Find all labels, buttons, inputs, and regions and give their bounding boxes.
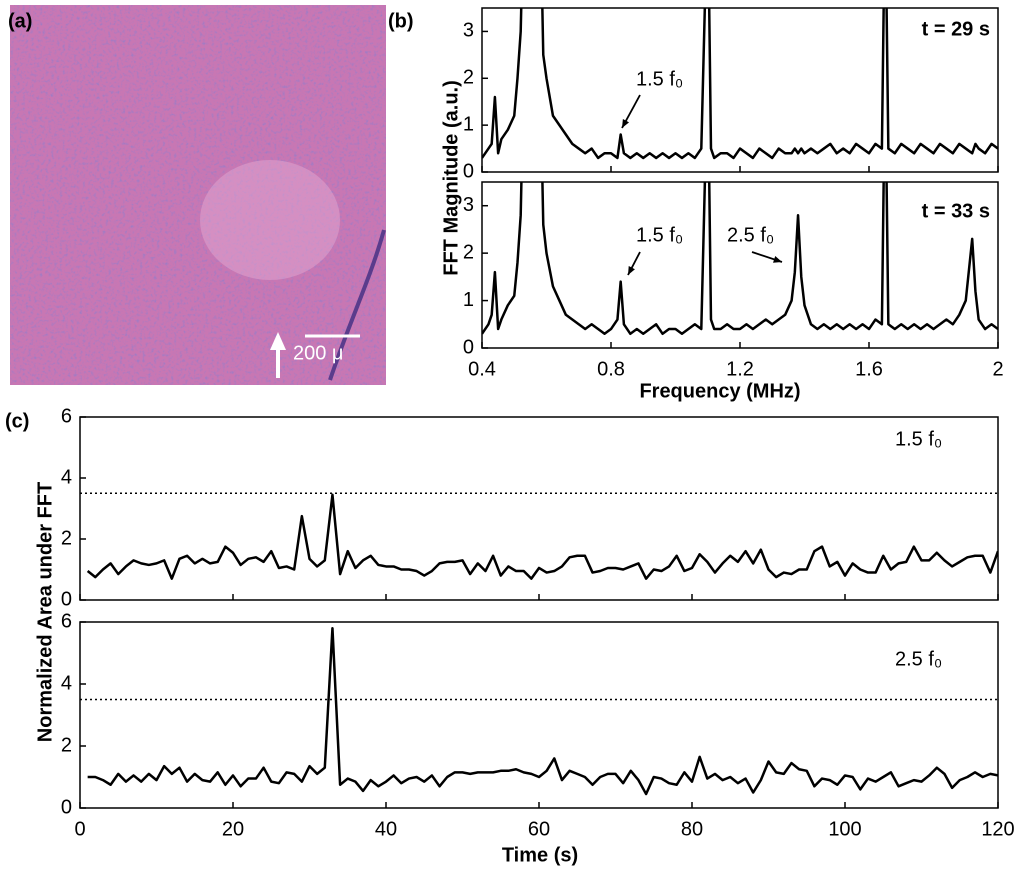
x-tick-label: 40: [375, 818, 397, 840]
x-axis-label: Frequency (MHz): [639, 380, 800, 402]
data-line: [482, 182, 998, 336]
y-tick-label: 2: [463, 67, 474, 89]
annotation: 1.5 f₀: [636, 68, 683, 90]
annotation: t = 33 s: [922, 200, 990, 222]
plot-frame: [79, 621, 999, 809]
panel-label: (b): [388, 10, 414, 32]
annotation: 2.5 f₀: [895, 648, 942, 670]
y-tick-label: 3: [463, 20, 474, 42]
arrow-head: [773, 256, 782, 263]
x-tick-label: 60: [528, 818, 550, 840]
x-axis-label: Time (s): [502, 844, 578, 866]
x-tick-label: 0: [74, 818, 85, 840]
x-tick-label: 80: [681, 818, 703, 840]
y-tick-label: 2: [61, 734, 72, 756]
chart-panel: 0 1 2 3 0.4 0.8 1.2 1.6 2 Frequency (MHz) t = 33 s…: [463, 181, 1004, 402]
arrow-head: [628, 266, 635, 275]
data-line: [86, 493, 998, 580]
y-tick-label: 6: [61, 405, 72, 427]
x-tick-label: 20: [222, 818, 244, 840]
y-tick-label: 1: [463, 113, 474, 135]
panel-label: (c): [5, 410, 29, 432]
arrow-head: [622, 119, 630, 128]
plot-frame: [79, 416, 999, 601]
y-tick-label: 4: [61, 466, 72, 488]
y-tick-label: 0: [463, 336, 474, 358]
vessel: [328, 229, 386, 381]
x-tick-label: 120: [981, 818, 1014, 840]
annotation: 1.5 f₀: [636, 224, 683, 246]
y-tick-label: 1: [463, 289, 474, 311]
arrow-head: [270, 332, 286, 350]
scale-bar-label: 200 μ: [293, 342, 343, 364]
y-tick-label: 0: [463, 160, 474, 182]
y-tick-label: 4: [61, 672, 72, 694]
y-axis-label: FFT Magnitude (a.u.): [440, 80, 462, 276]
pale-region: [200, 160, 340, 280]
annotation: t = 29 s: [922, 18, 990, 40]
plot-frame: [481, 7, 999, 173]
y-tick-label: 2: [61, 527, 72, 549]
data-line: [482, 8, 998, 160]
data-line: [87, 626, 998, 796]
panel-label: (a): [8, 10, 32, 32]
y-tick-label: 0: [61, 588, 72, 610]
x-tick-label: 2: [992, 358, 1003, 380]
plot-frame: [481, 181, 999, 349]
x-tick-label: 1.6: [855, 358, 883, 380]
y-tick-label: 0: [61, 796, 72, 818]
annotation: 1.5 f₀: [895, 428, 942, 450]
x-tick-label: 1.2: [726, 358, 754, 380]
y-tick-label: 6: [61, 610, 72, 632]
x-tick-label: 0.4: [468, 358, 496, 380]
histology-panel: 200 μ (a): [8, 5, 386, 385]
y-axis-label: Normalized Area under FFT: [34, 482, 56, 742]
y-tick-label: 2: [463, 241, 474, 263]
x-tick-label: 100: [828, 818, 861, 840]
chart-panel: 0 1 2 3 (b) FFT Magnitude (a.u.) t = 29 s 1.5 f…: [388, 7, 999, 276]
chart-panel: 0 2 4 6 (c) Normalized Area under FFT 1.5 f₀: [5, 405, 999, 742]
annotation: 2.5 f₀: [727, 224, 774, 246]
x-tick-label: 0.8: [597, 358, 625, 380]
y-tick-label: 3: [463, 194, 474, 216]
